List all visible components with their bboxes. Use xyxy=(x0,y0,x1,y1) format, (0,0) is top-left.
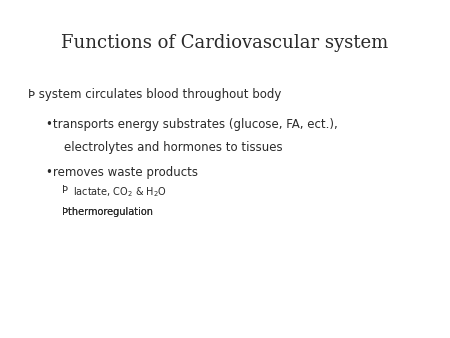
Text: Þthermoregulation: Þthermoregulation xyxy=(62,207,153,217)
Text: Þ: Þ xyxy=(62,186,68,195)
Text: Functions of Cardiovascular system: Functions of Cardiovascular system xyxy=(61,34,389,52)
Text: lactate, CO$_2$ & H$_2$O: lactate, CO$_2$ & H$_2$O xyxy=(72,186,166,199)
Text: Þ system circulates blood throughout body: Þ system circulates blood throughout bod… xyxy=(28,88,282,101)
Text: •transports energy substrates (glucose, FA, ect.),: •transports energy substrates (glucose, … xyxy=(46,118,338,131)
Text: •removes waste products: •removes waste products xyxy=(46,166,198,179)
Text: Þthermoregulation: Þthermoregulation xyxy=(62,207,153,217)
Text: electrolytes and hormones to tissues: electrolytes and hormones to tissues xyxy=(64,141,283,154)
